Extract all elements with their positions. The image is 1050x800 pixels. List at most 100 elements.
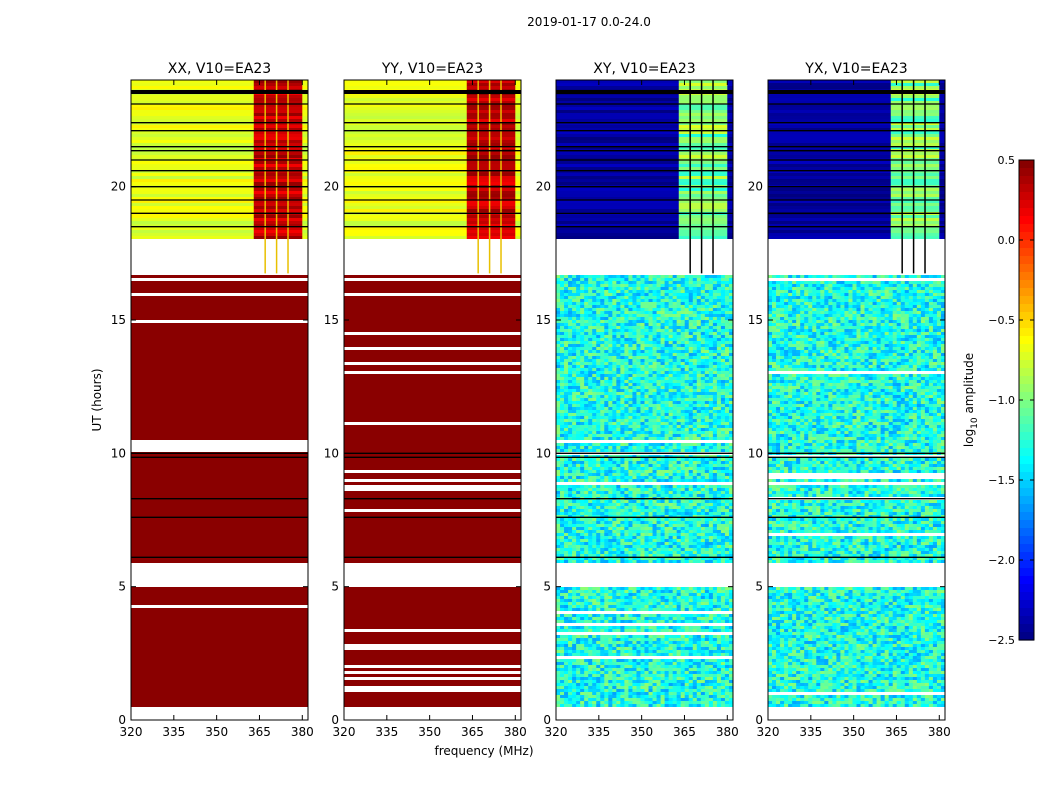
heatmap-cell	[576, 509, 581, 512]
heatmap-cell	[624, 317, 629, 320]
heatmap-cell	[704, 371, 710, 374]
heatmap-cell	[612, 518, 617, 521]
heatmap-cell	[592, 278, 597, 281]
heatmap-cell	[700, 377, 706, 380]
heatmap-cell	[600, 509, 605, 512]
heatmap-cell	[644, 371, 649, 374]
heatmap-cell	[704, 437, 710, 440]
heatmap-cell	[712, 428, 718, 431]
heatmap-cell	[600, 539, 605, 542]
heatmap-cell	[564, 518, 569, 521]
heatmap-cell	[668, 488, 674, 491]
heatmap-cell	[640, 380, 645, 383]
heatmap-row	[344, 188, 521, 191]
heatmap-cell	[632, 401, 637, 404]
heatmap-cell	[628, 377, 633, 380]
heatmap-cell	[672, 296, 678, 299]
heatmap-cell	[672, 521, 678, 524]
heatmap-cell	[688, 551, 694, 554]
rfi-band	[466, 125, 516, 128]
heatmap-row	[344, 530, 521, 533]
heatmap-cell	[680, 311, 686, 314]
heatmap-cell	[700, 323, 706, 326]
heatmap-cell	[624, 287, 629, 290]
heatmap-cell	[560, 476, 565, 479]
heatmap-cell	[624, 530, 629, 533]
heatmap-row	[344, 323, 521, 326]
heatmap-row	[344, 587, 521, 590]
heatmap-cell	[728, 293, 733, 296]
heatmap-cell	[592, 593, 597, 596]
heatmap-cell	[712, 311, 718, 314]
heatmap-cell	[728, 449, 733, 452]
heatmap-cell	[716, 422, 722, 425]
heatmap-cell	[728, 521, 733, 524]
heatmap-cell	[600, 494, 605, 497]
heatmap-cell	[608, 425, 613, 428]
heatmap-cell	[580, 344, 585, 347]
heatmap-cell	[580, 464, 585, 467]
heatmap-cell	[684, 590, 690, 593]
heatmap-cell	[640, 494, 645, 497]
heatmap-cell	[728, 347, 733, 350]
heatmap-cell	[556, 341, 561, 344]
heatmap-cell	[708, 431, 714, 434]
heatmap-cell	[668, 494, 674, 497]
heatmap-row	[131, 506, 308, 509]
heatmap-cell	[592, 401, 597, 404]
heatmap-cell	[660, 401, 666, 404]
heatmap-row	[131, 695, 308, 698]
heatmap-cell	[696, 404, 702, 407]
heatmap-cell	[664, 350, 670, 353]
heatmap-cell	[624, 479, 629, 482]
heatmap-row	[344, 524, 521, 527]
heatmap-cell	[604, 350, 609, 353]
heatmap-cell	[680, 323, 686, 326]
heatmap-cell	[564, 368, 569, 371]
heatmap-cell	[628, 533, 633, 536]
heatmap-cell	[616, 383, 621, 386]
heatmap-cell	[664, 293, 670, 296]
heatmap-cell	[640, 551, 645, 554]
heatmap-cell	[668, 587, 674, 590]
heatmap-cell	[632, 434, 637, 437]
heatmap-cell	[576, 416, 581, 419]
heatmap-cell	[604, 296, 609, 299]
heatmap-cell	[696, 401, 702, 404]
heatmap-cell	[608, 533, 613, 536]
heatmap-cell	[624, 554, 629, 557]
heatmap-cell	[684, 488, 690, 491]
heatmap-cell	[612, 371, 617, 374]
heatmap-cell	[668, 311, 674, 314]
heatmap-cell	[724, 386, 730, 389]
heatmap-cell	[660, 596, 666, 599]
heatmap-cell	[592, 590, 597, 593]
heatmap-cell	[604, 392, 609, 395]
heatmap-cell	[624, 494, 629, 497]
heatmap-cell	[588, 545, 593, 548]
heatmap-cell	[628, 287, 633, 290]
heatmap-cell	[612, 506, 617, 509]
heatmap-cell	[624, 413, 629, 416]
heatmap-cell	[704, 395, 710, 398]
heatmap-cell	[560, 458, 565, 461]
heatmap-cell	[556, 461, 561, 464]
heatmap-row	[131, 404, 308, 407]
x-tick-label: 380	[504, 725, 527, 739]
heatmap-cell	[600, 398, 605, 401]
heatmap-cell	[660, 419, 666, 422]
heatmap-cell	[676, 458, 682, 461]
heatmap-cell	[604, 299, 609, 302]
heatmap-cell	[672, 308, 678, 311]
heatmap-cell	[636, 320, 641, 323]
heatmap-cell	[592, 554, 597, 557]
heatmap-cell	[600, 410, 605, 413]
heatmap-cell	[696, 476, 702, 479]
heatmap-row	[344, 656, 521, 659]
heatmap-cell	[660, 428, 666, 431]
heatmap-cell	[644, 443, 649, 446]
heatmap-cell	[708, 548, 714, 551]
heatmap-cell	[556, 491, 561, 494]
heatmap-cell	[680, 488, 686, 491]
rfi-band	[253, 209, 303, 212]
